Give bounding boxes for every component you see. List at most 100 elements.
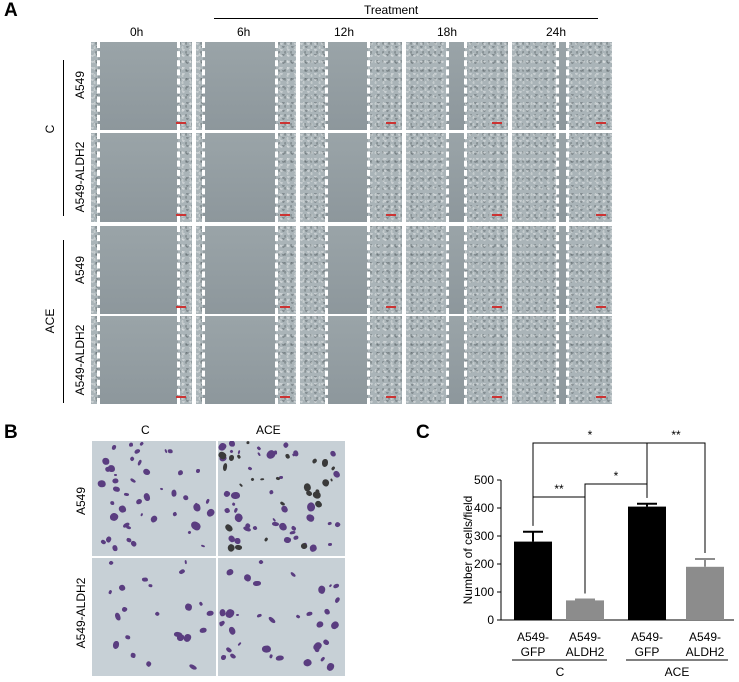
bar-3 — [628, 506, 666, 620]
migrated-cell — [193, 502, 201, 512]
migrated-cell — [229, 455, 235, 462]
group-label-ace: ACE — [43, 308, 57, 334]
migrated-cell — [107, 560, 114, 567]
x-tick-label-line2: GFP — [635, 645, 660, 659]
wound-gap — [98, 42, 178, 130]
scratch-image-r1-c3 — [300, 42, 402, 130]
wound-edge-right — [275, 42, 278, 130]
migrated-cell — [135, 498, 143, 505]
wound-edge-left — [97, 226, 101, 314]
wound-edge-left — [445, 226, 449, 314]
migrated-cell — [317, 584, 327, 594]
wound-edge-left — [556, 133, 559, 222]
wound-gap — [98, 133, 178, 222]
panel-b-row-a549-aldh2: A549-ALDH2 — [74, 577, 88, 649]
wound-edge-right — [367, 316, 371, 404]
wound-edge-right — [275, 226, 278, 314]
wound-gap — [203, 316, 276, 404]
panel-b-col-ace: ACE — [256, 423, 281, 437]
migrated-cell — [148, 584, 153, 589]
significance-label: * — [614, 469, 619, 483]
wound-gap — [557, 42, 567, 130]
scratch-image-r1-c2 — [196, 42, 296, 130]
migrated-cell — [182, 494, 189, 501]
transwell-a549-c — [92, 441, 216, 556]
wound-gap — [446, 42, 466, 130]
migrated-cell — [206, 610, 214, 616]
scratch-image-r4-c1 — [91, 316, 192, 404]
wound-gap — [325, 133, 369, 222]
x-tick-label-line1: A549- — [517, 630, 549, 644]
migrated-cell — [252, 525, 258, 531]
panel-c-letter: C — [416, 422, 430, 443]
migrated-cell — [314, 620, 324, 629]
wound-edge-right — [367, 133, 371, 222]
wound-gap — [203, 42, 276, 130]
scale-bar — [176, 122, 186, 124]
wound-gap — [446, 316, 466, 404]
wound-edge-left — [445, 316, 449, 404]
x-tick-label-line2: ALDH2 — [566, 645, 605, 659]
migrated-cell — [278, 521, 288, 532]
migrated-cell — [259, 477, 265, 481]
migrated-cell — [275, 476, 281, 481]
migrated-cell — [229, 441, 236, 448]
y-tick-label: 500 — [474, 473, 494, 487]
treatment-label: Treatment — [364, 3, 419, 17]
wound-gap — [98, 316, 178, 404]
migrated-cell — [125, 524, 132, 530]
migrated-cell — [321, 638, 331, 647]
migrated-cell — [262, 644, 272, 653]
migrated-cell — [118, 504, 128, 514]
scale-bar — [596, 122, 606, 124]
migrated-cell — [320, 477, 331, 488]
migrated-cell — [302, 657, 313, 668]
panel-a-letter: A — [4, 0, 18, 21]
wound-edge-left — [324, 226, 328, 314]
migrated-cell — [118, 583, 127, 593]
migrated-cell — [128, 443, 133, 448]
migrated-cell — [330, 620, 341, 631]
wound-edge-left — [97, 133, 101, 222]
migrated-cell — [334, 521, 341, 529]
migrated-cell — [236, 454, 242, 460]
wound-edge-left — [324, 316, 328, 404]
wound-edge-left — [445, 133, 449, 222]
migrated-cell — [290, 571, 297, 578]
significance-label: * — [588, 428, 593, 442]
scale-bar — [386, 214, 396, 216]
transwell-a549-aldh2-ace — [218, 558, 345, 676]
row-label-a549-c: A549 — [73, 70, 87, 100]
x-tick-label-line1: A549- — [569, 630, 601, 644]
x-tick-label-line1: A549- — [689, 630, 721, 644]
bar-4 — [686, 566, 724, 620]
wound-edge-right — [176, 226, 180, 314]
bar-chart: 0100200300400500A549-GFPA549-ALDH2A549-G… — [474, 428, 734, 679]
migrated-cell — [282, 441, 290, 449]
migrated-cell — [170, 489, 177, 498]
group-label-c: C — [43, 124, 57, 134]
wound-edge-right — [566, 42, 569, 130]
wound-edge-right — [566, 316, 569, 404]
migrated-cell — [220, 655, 226, 661]
wound-gap — [98, 226, 178, 314]
group-label-ace: ACE — [665, 665, 690, 679]
wound-edge-left — [202, 133, 205, 222]
migrated-cell — [183, 633, 193, 643]
migrated-cell — [142, 577, 149, 583]
scale-bar — [596, 306, 606, 308]
migrated-cell — [292, 535, 299, 541]
scale-bar — [280, 122, 290, 124]
migrated-cell — [178, 567, 186, 575]
wound-gap — [203, 133, 276, 222]
migrated-cell — [187, 530, 192, 535]
x-tick-label-line2: ALDH2 — [686, 645, 725, 659]
wound-edge-right — [464, 316, 468, 404]
scale-bar — [386, 306, 396, 308]
scale-bar — [280, 396, 290, 398]
migrated-cell — [204, 498, 210, 505]
scratch-image-r2-c3 — [300, 133, 402, 222]
wound-edge-right — [367, 226, 371, 314]
scale-bar — [492, 122, 502, 124]
row-label-a549-aldh2-c: A549-ALDH2 — [73, 141, 87, 213]
